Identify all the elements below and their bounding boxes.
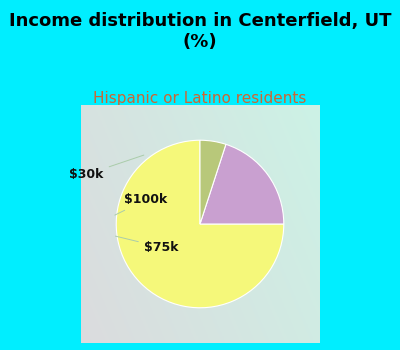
Text: Hispanic or Latino residents: Hispanic or Latino residents xyxy=(93,91,307,106)
Wedge shape xyxy=(200,144,284,224)
Text: $100k: $100k xyxy=(115,193,168,215)
Text: Income distribution in Centerfield, UT
(%): Income distribution in Centerfield, UT (… xyxy=(9,12,391,51)
Text: $30k: $30k xyxy=(70,155,144,181)
Wedge shape xyxy=(116,140,284,308)
Wedge shape xyxy=(200,140,226,224)
Text: $75k: $75k xyxy=(116,236,178,254)
